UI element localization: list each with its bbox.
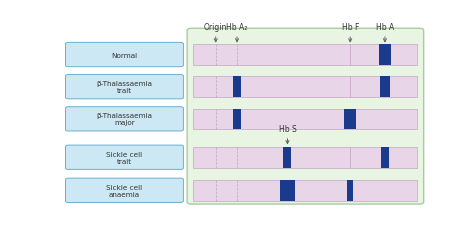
Text: Sickle cell
anaemia: Sickle cell anaemia	[106, 184, 143, 197]
Bar	[193, 77, 418, 97]
FancyBboxPatch shape	[65, 75, 183, 99]
FancyBboxPatch shape	[187, 29, 424, 204]
FancyBboxPatch shape	[65, 43, 183, 67]
Bar	[347, 180, 354, 201]
Bar	[233, 77, 241, 97]
Bar	[379, 45, 391, 66]
Text: Hb S: Hb S	[279, 125, 296, 144]
Bar	[380, 77, 390, 97]
Text: β-Thalassaemia
trait: β-Thalassaemia trait	[96, 81, 153, 94]
FancyBboxPatch shape	[65, 146, 183, 170]
Bar	[283, 147, 292, 168]
Bar	[233, 109, 241, 130]
Bar	[193, 109, 418, 130]
Text: Origin: Origin	[204, 23, 228, 43]
Bar	[280, 180, 295, 201]
Bar	[193, 180, 418, 201]
Text: Hb F: Hb F	[341, 23, 359, 43]
Bar	[193, 147, 418, 168]
Bar	[381, 147, 389, 168]
FancyBboxPatch shape	[65, 178, 183, 203]
Text: β-Thalassaemia
major: β-Thalassaemia major	[96, 113, 153, 126]
Bar	[193, 45, 418, 66]
Text: Normal: Normal	[111, 52, 137, 58]
FancyBboxPatch shape	[65, 107, 183, 131]
Text: Hb A₂: Hb A₂	[227, 23, 248, 43]
Text: Hb A: Hb A	[376, 23, 394, 43]
Bar	[344, 109, 356, 130]
Text: Sickle cell
trait: Sickle cell trait	[106, 151, 143, 164]
